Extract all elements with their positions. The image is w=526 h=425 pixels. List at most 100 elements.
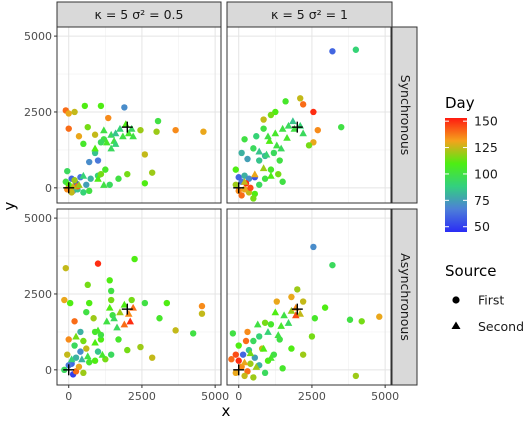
- data-point-first: [253, 133, 260, 140]
- data-point-second: [113, 323, 121, 331]
- data-point-first: [250, 195, 257, 202]
- data-point-second: [287, 306, 296, 314]
- data-point-first: [241, 136, 248, 143]
- data-point-first: [200, 128, 207, 135]
- data-point-first: [62, 264, 69, 272]
- data-point-first: [294, 286, 301, 293]
- data-point-first: [299, 298, 307, 305]
- data-point-second: [278, 124, 287, 132]
- axes-layer: 0 2500 5000 0 2500 5000 0 2500 5000 0 2500 5000: [24, 30, 399, 403]
- column-strip-label: κ = 5 σ² = 0.5: [95, 7, 184, 22]
- data-point-first: [86, 359, 93, 366]
- data-point-first: [244, 155, 251, 163]
- data-point-first: [267, 166, 275, 173]
- color-tick-label: 75: [474, 193, 490, 208]
- data-point-first: [94, 157, 102, 164]
- panels-layer: [56, 26, 392, 386]
- data-point-first: [232, 166, 239, 173]
- panel-background: [57, 209, 221, 385]
- data-point-first: [65, 110, 72, 117]
- data-point-first: [310, 108, 317, 116]
- data-point-first: [94, 348, 102, 355]
- data-point-first: [75, 133, 83, 140]
- data-point-second: [79, 171, 88, 179]
- data-point-first: [87, 175, 94, 182]
- data-point-second: [284, 121, 293, 129]
- data-point-second: [264, 132, 272, 140]
- data-point-first: [352, 46, 360, 53]
- panel-border: [56, 208, 222, 386]
- data-point-first: [97, 336, 105, 343]
- data-point-first: [299, 351, 307, 358]
- data-point-first: [115, 175, 122, 182]
- y-tick-label: 0: [45, 364, 52, 377]
- data-point-first: [232, 181, 239, 188]
- column-strip-right: κ = 5 σ² = 1: [226, 1, 393, 28]
- data-point-second: [120, 320, 129, 328]
- data-point-first: [66, 299, 74, 307]
- data-point-first: [256, 333, 263, 340]
- data-point-second: [98, 350, 107, 358]
- data-point-first: [329, 48, 336, 55]
- data-point-first: [311, 315, 319, 322]
- data-point-first: [260, 125, 267, 132]
- data-point-first: [256, 181, 263, 188]
- data-point-first: [189, 330, 197, 337]
- data-point-second: [116, 308, 124, 316]
- data-point-first: [250, 337, 257, 345]
- data-point-first: [80, 337, 87, 345]
- data-point-second: [259, 344, 268, 352]
- data-point-second: [255, 147, 264, 155]
- panel: [226, 26, 392, 204]
- data-point-first: [297, 95, 304, 102]
- data-point-first: [247, 184, 254, 192]
- row-strip-top: Synchronous: [391, 26, 418, 204]
- data-point-second: [129, 132, 137, 140]
- panel: [56, 26, 222, 204]
- data-point-second: [126, 317, 135, 325]
- y-tick-label: 5000: [24, 212, 52, 225]
- data-point-second: [240, 177, 249, 185]
- data-point-first: [241, 372, 248, 380]
- data-point-first: [90, 315, 97, 322]
- data-point-first: [329, 261, 336, 269]
- data-point-first: [352, 372, 360, 380]
- data-point-first: [64, 167, 71, 175]
- data-point-second: [127, 124, 136, 132]
- data-point-first: [346, 316, 354, 323]
- data-point-first: [241, 186, 248, 193]
- data-point-first: [148, 169, 156, 176]
- data-point-first: [172, 327, 179, 334]
- data-point-first: [106, 277, 113, 284]
- data-point-first: [141, 180, 149, 187]
- data-point-first: [65, 336, 72, 343]
- data-point-first: [97, 170, 105, 178]
- data-point-first: [198, 302, 206, 310]
- data-point-second: [277, 144, 285, 152]
- legend-triangle-marker: [451, 321, 461, 329]
- data-point-first: [75, 363, 83, 370]
- data-point-first: [86, 158, 93, 166]
- data-point-first: [314, 126, 321, 134]
- data-point-first: [83, 181, 90, 188]
- data-point-second: [111, 129, 120, 137]
- data-point-second: [284, 318, 293, 326]
- data-point-first: [305, 142, 313, 149]
- data-point-first: [273, 298, 280, 305]
- data-point-first: [94, 260, 102, 267]
- x-tick-label: 0: [65, 390, 72, 403]
- data-point-second: [262, 150, 271, 158]
- color-tick-label: 100: [474, 166, 498, 181]
- data-point-first: [80, 369, 87, 377]
- data-point-first: [232, 351, 239, 358]
- data-point-first: [261, 319, 269, 326]
- data-point-first: [250, 145, 257, 152]
- data-point-second: [83, 352, 92, 360]
- data-point-first: [245, 175, 253, 182]
- color-legend-title: Day: [445, 94, 475, 112]
- x-tick-label: 5000: [201, 390, 229, 403]
- data-point-first: [239, 351, 247, 358]
- legend-label-second: Second: [478, 319, 524, 334]
- data-point-first: [156, 315, 163, 322]
- data-point-second: [72, 332, 80, 340]
